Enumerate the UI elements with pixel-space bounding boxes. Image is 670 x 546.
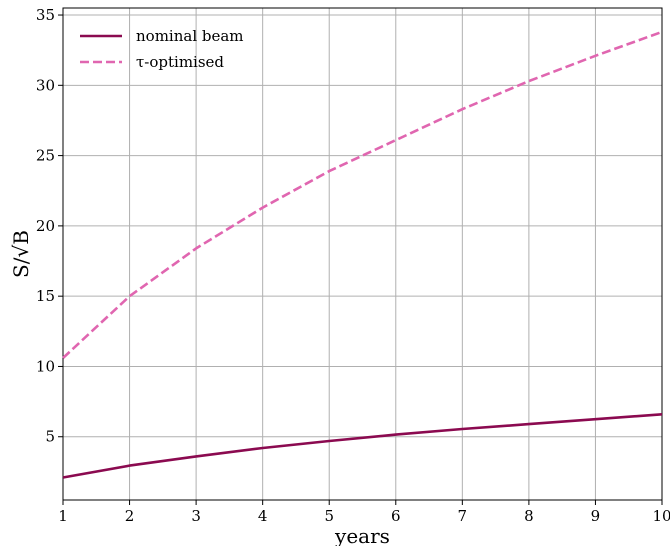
x-tick-label: 7 [458, 507, 468, 525]
y-tick-label: 5 [45, 428, 55, 446]
y-tick-label: 30 [36, 76, 55, 94]
legend-label-2: τ-optimised [136, 53, 224, 71]
grid-lines [62, 8, 663, 500]
x-tick-label: 9 [591, 507, 601, 525]
x-tick-label: 3 [191, 507, 201, 525]
x-tick-label: 4 [258, 507, 268, 525]
series-line-1 [62, 413, 663, 479]
x-tick-label: 1 [58, 507, 68, 525]
series-line-2 [62, 30, 663, 359]
y-tick-label: 10 [36, 357, 55, 375]
x-tick-label: 6 [391, 507, 401, 525]
legend: nominal beam τ-optimised [80, 27, 244, 71]
x-tick-label: 2 [125, 507, 135, 525]
plot-frame [62, 7, 663, 501]
y-tick-label: 35 [36, 6, 55, 24]
y-axis-label: S/√B [9, 230, 33, 278]
x-tick-label: 5 [324, 507, 334, 525]
y-tick-label: 25 [36, 147, 55, 165]
y-tick-label: 15 [36, 287, 55, 305]
y-tick-label: 20 [36, 217, 55, 235]
legend-label-1: nominal beam [136, 27, 244, 45]
x-tick-label: 8 [524, 507, 534, 525]
x-axis-label: years [334, 524, 390, 546]
x-tick-label: 10 [652, 507, 670, 525]
axis-ticks: 1 2 3 4 5 6 7 8 9 10 5 10 15 20 25 30 35 [36, 6, 670, 525]
series-layer [62, 30, 663, 479]
